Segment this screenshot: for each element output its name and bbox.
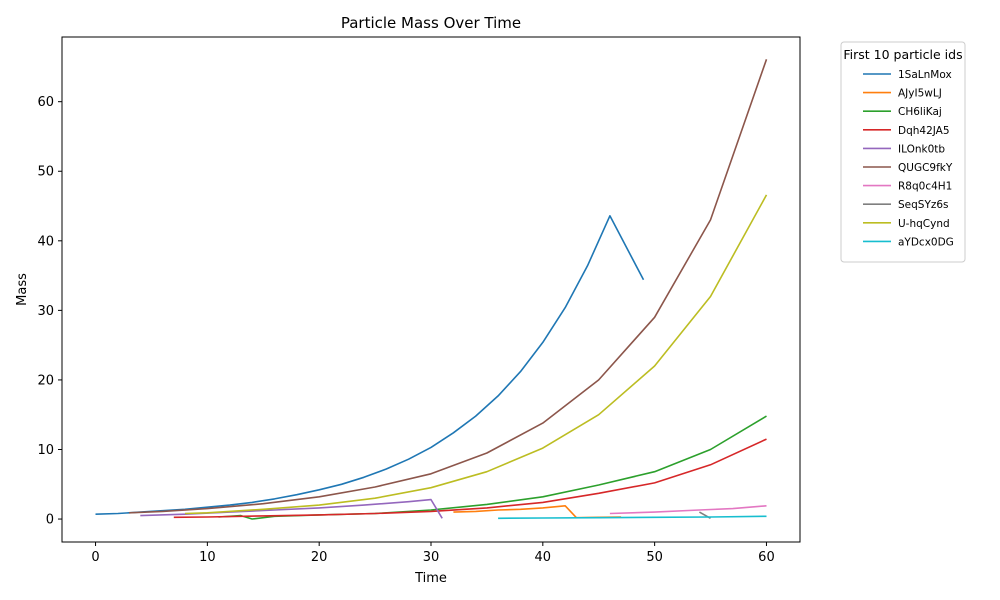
x-tick-label: 30 [423, 550, 440, 565]
legend: First 10 particle ids 1SaLnMox AJyI5wLJ CH… [840, 41, 966, 263]
x-tick-label: 60 [758, 550, 775, 565]
y-tick-label: 40 [37, 234, 54, 249]
series-line-5 [129, 59, 768, 514]
x-axis-label: Time [414, 571, 447, 586]
series-line-6 [609, 505, 767, 515]
legend-label-1: AJyI5wLJ [898, 88, 942, 100]
series-line-0 [95, 215, 645, 515]
series-line-3 [173, 438, 767, 519]
legend-label-5: QUGC9fkY [898, 162, 953, 174]
legend-label-9: aYDcx0DG [898, 236, 954, 248]
y-tick-label: 60 [37, 95, 54, 110]
y-tick-label: 50 [37, 165, 54, 180]
y-tick-label: 10 [37, 443, 54, 458]
x-tick-label: 50 [646, 550, 663, 565]
series-line-8 [184, 194, 768, 515]
x-axis-ticks: 0 10 20 30 40 50 60 [91, 542, 775, 565]
plot-frame [61, 36, 801, 543]
legend-label-8: U-hqCynd [898, 218, 950, 230]
legend-box [840, 41, 966, 263]
x-tick-label: 20 [311, 550, 328, 565]
legend-label-7: SeqSYz6s [898, 199, 949, 211]
x-tick-label: 0 [91, 550, 99, 565]
y-tick-label: 30 [37, 304, 54, 319]
y-axis-label: Mass [15, 273, 30, 306]
legend-items: 1SaLnMox AJyI5wLJ CH6liKaj Dqh42JA5 ILOnk0tb… [863, 69, 954, 248]
legend-label-4: ILOnk0tb [898, 143, 945, 155]
y-tick-label: 0 [46, 513, 54, 528]
legend-label-3: Dqh42JA5 [898, 125, 950, 137]
y-tick-label: 20 [37, 373, 54, 388]
series-line-2 [218, 415, 767, 520]
legend-label-2: CH6liKaj [898, 106, 942, 118]
series-line-1 [453, 505, 622, 519]
legend-title: First 10 particle ids [843, 47, 962, 62]
series-layer [95, 59, 768, 520]
x-tick-label: 40 [535, 550, 552, 565]
y-axis-ticks: 0 10 20 30 40 50 60 [37, 95, 62, 528]
chart-title: Particle Mass Over Time [341, 14, 521, 32]
legend-label-6: R8q0c4H1 [898, 181, 952, 193]
x-tick-label: 10 [199, 550, 216, 565]
legend-label-0: 1SaLnMox [898, 69, 952, 81]
series-line-9 [498, 515, 767, 520]
